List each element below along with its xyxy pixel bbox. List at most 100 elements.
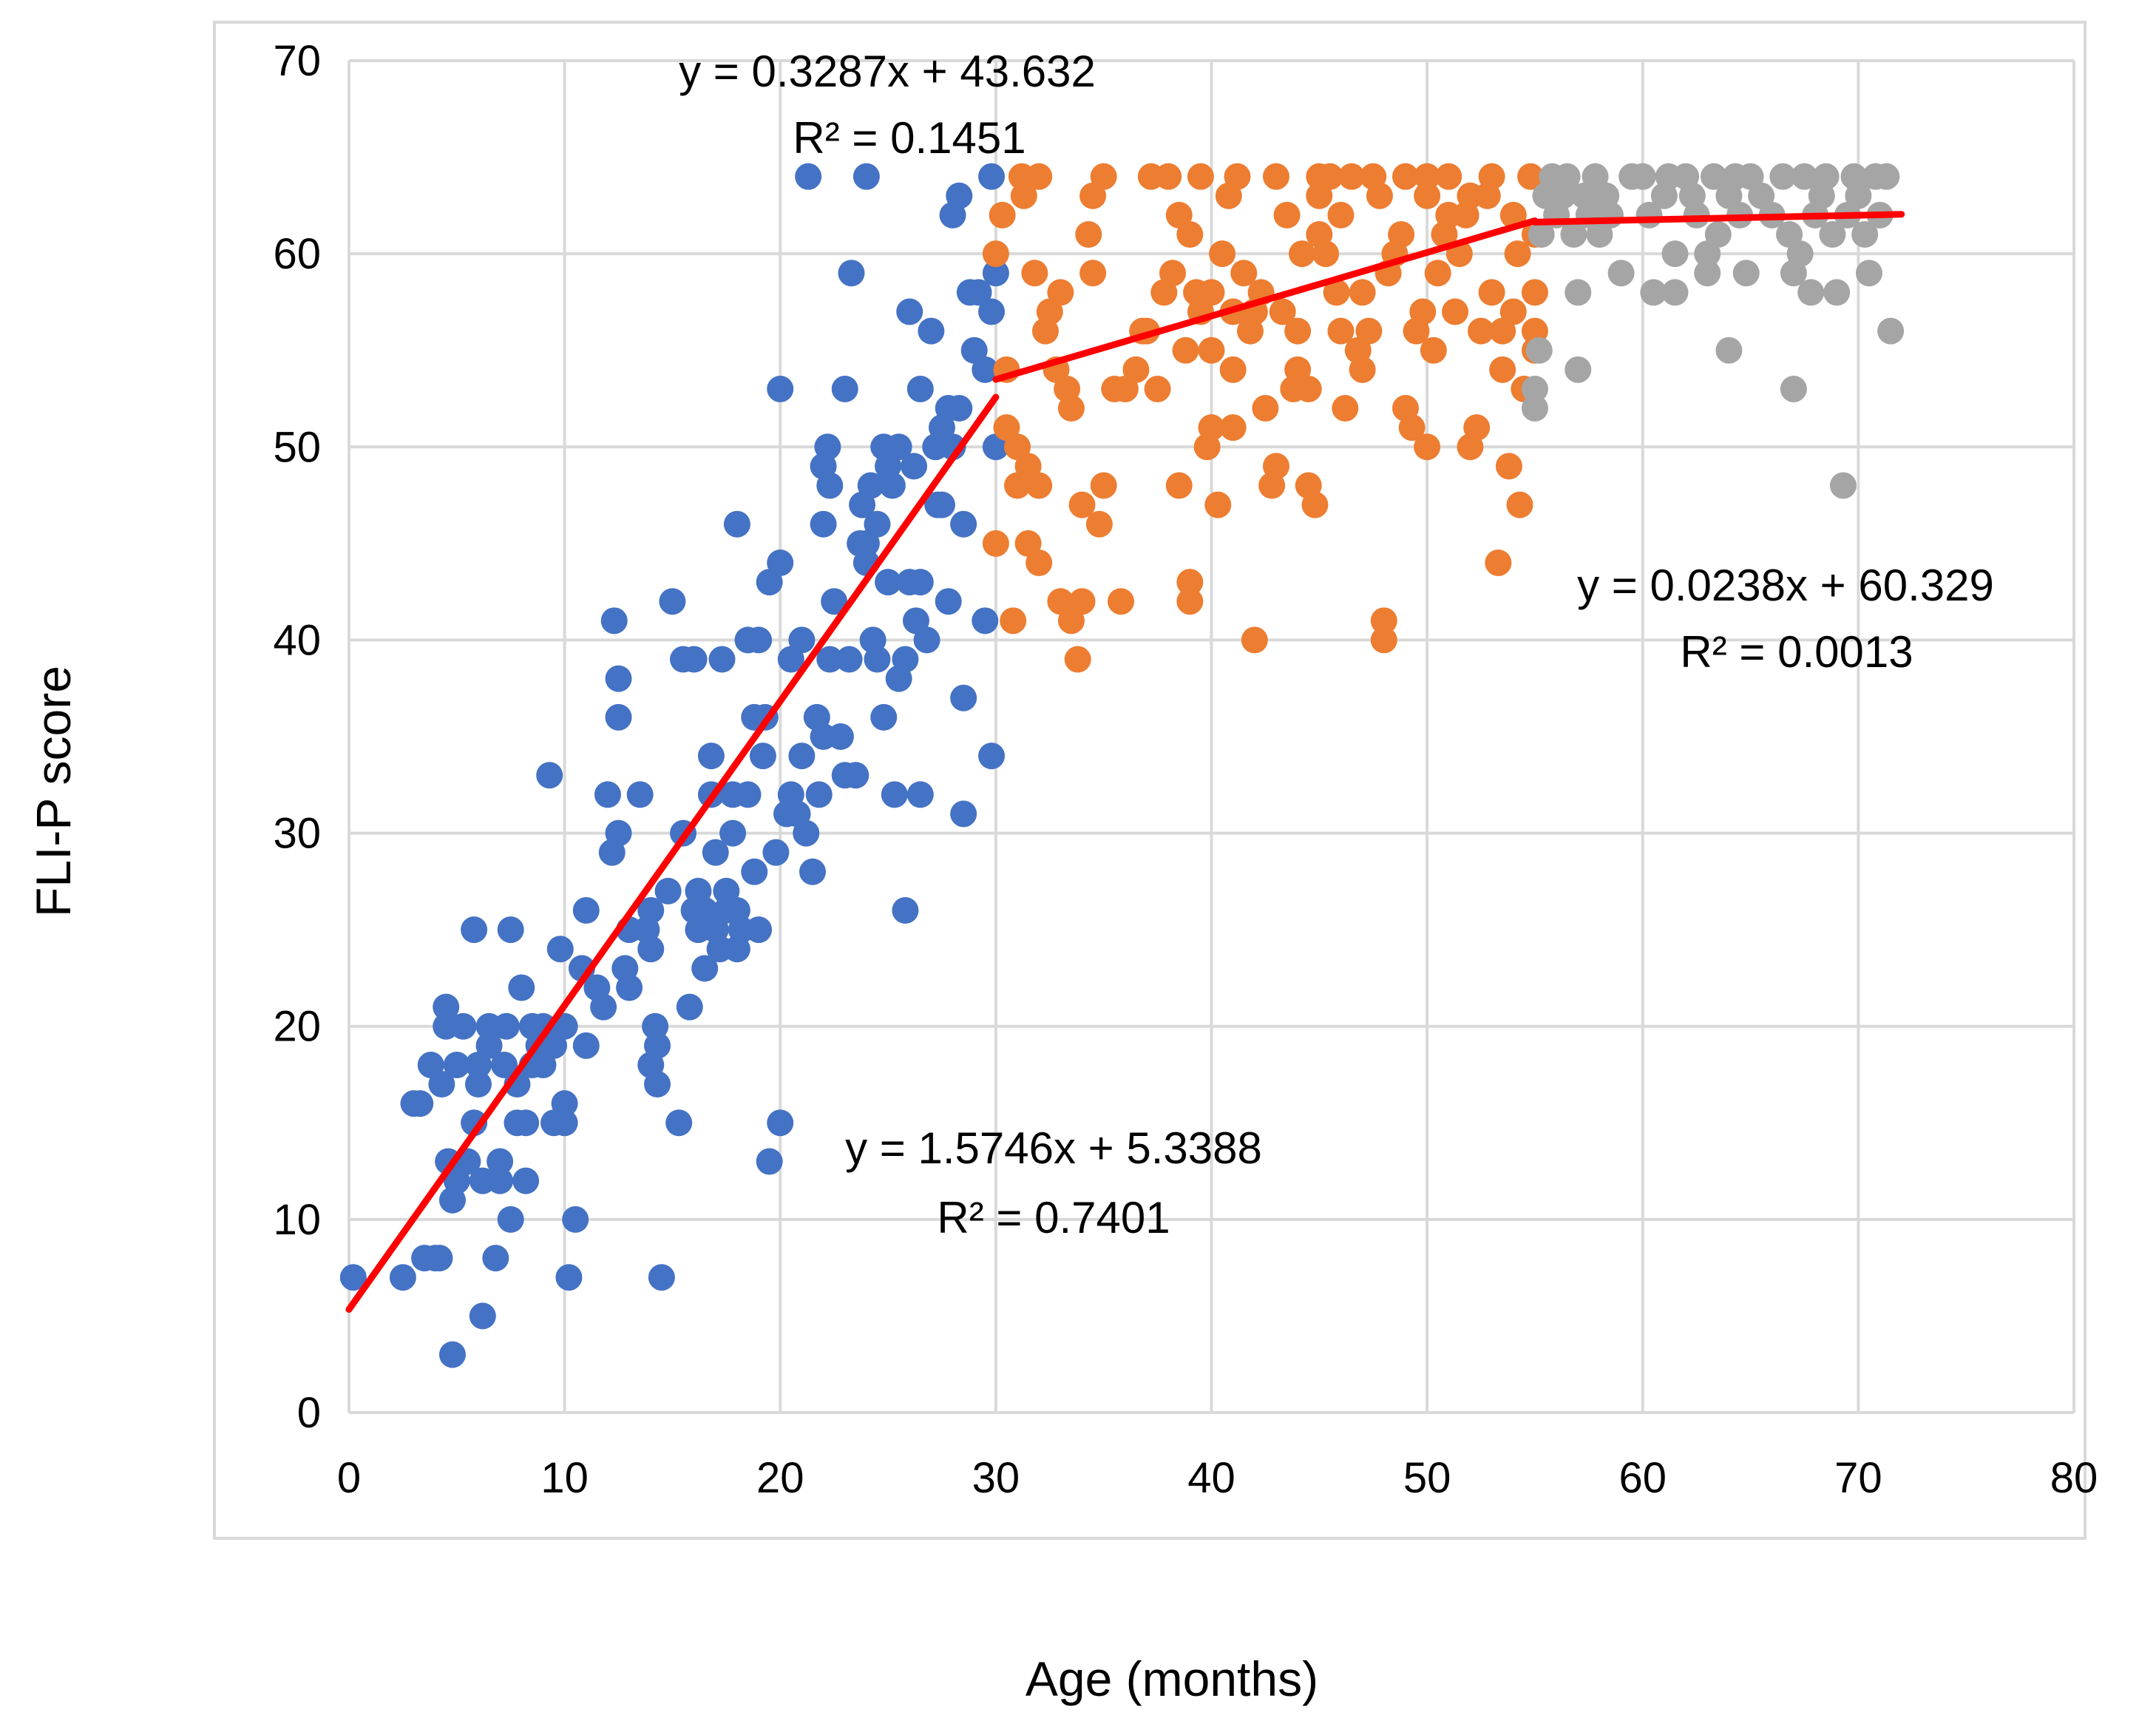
data-point: [433, 993, 460, 1021]
data-point: [497, 1205, 524, 1233]
data-point: [795, 163, 822, 190]
y-tick-label: 10: [273, 1196, 321, 1244]
data-point: [1269, 298, 1296, 325]
eq-label-segment-1: y = 1.5746x + 5.3388: [845, 1123, 1262, 1173]
data-point: [1700, 163, 1727, 190]
data-point: [555, 1264, 583, 1291]
data-point: [852, 530, 880, 557]
data-point: [1295, 375, 1322, 402]
data-point: [864, 646, 891, 673]
data-point: [461, 916, 488, 944]
data-point: [1855, 260, 1882, 287]
data-point: [1090, 163, 1117, 190]
trendlines: [345, 211, 1905, 1313]
data-point: [644, 1032, 671, 1059]
data-point: [605, 819, 632, 847]
data-point: [1284, 356, 1312, 383]
data-point: [1144, 375, 1171, 402]
trendline-segment-2: [992, 217, 1539, 383]
data-point: [1797, 279, 1825, 306]
data-point: [1198, 337, 1225, 364]
data-point: [788, 626, 816, 654]
data-point: [878, 472, 906, 499]
data-point: [512, 1167, 540, 1194]
data-point: [946, 395, 973, 422]
data-point: [989, 201, 1016, 229]
data-point: [1560, 221, 1587, 248]
data-point: [1262, 163, 1289, 190]
data-point: [637, 936, 665, 963]
y-tick-label: 70: [273, 37, 321, 85]
r2-label-segment-3: R² = 0.0013: [1680, 627, 1913, 677]
data-point: [972, 607, 999, 635]
data-point: [654, 877, 682, 904]
data-point: [600, 607, 628, 635]
data-point: [913, 626, 940, 654]
series-0-30-months: [339, 163, 1009, 1368]
data-point: [896, 298, 923, 325]
data-point: [935, 588, 962, 615]
data-point: [978, 298, 1006, 325]
data-point: [487, 1148, 514, 1175]
data-point: [950, 684, 977, 711]
data-point: [1068, 588, 1096, 615]
data-point: [1273, 201, 1301, 229]
data-point: [1478, 279, 1505, 306]
data-point: [805, 781, 833, 808]
data-point: [1424, 260, 1451, 287]
data-point: [814, 433, 841, 461]
data-point: [1284, 317, 1312, 345]
data-point: [1090, 472, 1117, 499]
data-point: [1230, 260, 1258, 287]
data-point: [1732, 260, 1760, 287]
y-axis-title: FLI-P score: [26, 666, 81, 917]
data-point: [982, 260, 1009, 287]
data-point: [918, 317, 945, 345]
data-point: [982, 530, 1009, 557]
data-point: [881, 781, 908, 808]
data-point: [1414, 433, 1441, 461]
data-point: [680, 646, 708, 673]
data-point: [906, 569, 934, 596]
data-point: [1288, 240, 1315, 268]
data-point: [1661, 240, 1689, 268]
data-point: [676, 993, 703, 1021]
data-point: [702, 839, 729, 866]
data-point: [1370, 607, 1397, 635]
data-point: [864, 510, 891, 538]
data-point: [1026, 163, 1053, 190]
data-point: [572, 897, 600, 924]
data-point: [1791, 163, 1818, 190]
data-point: [572, 1032, 600, 1059]
data-point: [443, 1167, 470, 1194]
data-point: [1349, 279, 1376, 306]
data-point: [741, 858, 768, 885]
data-point: [982, 240, 1009, 268]
data-point: [799, 858, 826, 885]
data-point: [1176, 569, 1204, 596]
data-point: [1414, 182, 1441, 209]
y-tick-label: 60: [273, 230, 321, 278]
data-point: [713, 877, 740, 904]
data-point: [1047, 279, 1074, 306]
data-point: [1219, 414, 1247, 442]
data-point: [1517, 163, 1545, 190]
data-point: [1000, 607, 1027, 635]
data-point: [1252, 395, 1279, 422]
eq-label-segment-3: y = 0.0238x + 60.329: [1577, 561, 1994, 610]
data-point: [1327, 317, 1355, 345]
data-point: [616, 974, 643, 1001]
data-point: [965, 279, 992, 306]
x-tick-label: 20: [756, 1454, 804, 1502]
data-point: [708, 646, 736, 673]
data-point: [723, 510, 750, 538]
data-point: [1468, 317, 1495, 345]
data-point: [1262, 453, 1289, 480]
data-point: [767, 549, 794, 576]
data-point: [756, 569, 783, 596]
data-point: [788, 743, 816, 770]
data-point: [665, 1109, 693, 1137]
data-point: [697, 743, 725, 770]
data-point: [978, 743, 1006, 770]
